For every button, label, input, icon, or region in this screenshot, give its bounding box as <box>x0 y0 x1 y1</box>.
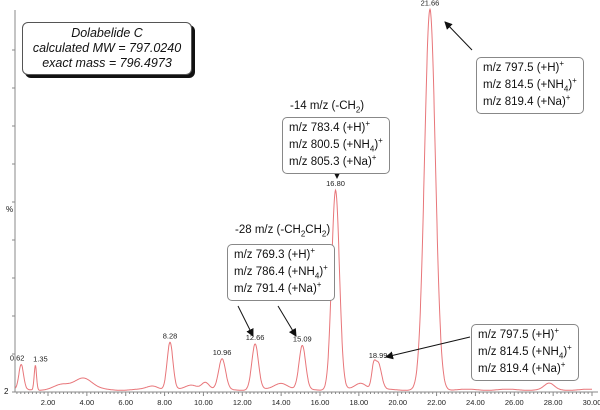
x-tick-label: 24.00 <box>466 398 485 407</box>
chromatogram-trace <box>14 7 592 391</box>
ion-line: -14 m/z (-CH2) <box>290 100 365 115</box>
ion-line: m/z 769.3 (+H)+ <box>234 246 316 261</box>
x-tick-label: 12.00 <box>233 398 252 407</box>
peak-label: 0.62 <box>10 353 25 362</box>
annotation-box-peak-1899: m/z 797.5 (+H)+ m/z 814.5 (+NH4)+ m/z 819.… <box>471 324 579 381</box>
ion-line: m/z 783.4 (+H)+ <box>289 119 371 134</box>
ion-line: m/z 797.5 (+H)+ <box>478 326 560 341</box>
peak-label: 1.35 <box>33 354 48 363</box>
ion-line: m/z 791.4 (+Na)+ <box>234 280 322 295</box>
x-tick-label: 18.00 <box>349 398 368 407</box>
arrow-peak-1266 <box>237 305 254 337</box>
x-tick-label: 22.00 <box>427 398 446 407</box>
arrow-peak-1899 <box>385 336 471 360</box>
arrow-peak-1509 <box>277 305 297 337</box>
y-tick-label: 2 <box>4 387 9 396</box>
annotation-box-peaks-1266-1509: m/z 769.3 (+H)+ m/z 786.4 (+NH4)+ m/z 791.… <box>227 244 335 301</box>
ion-line: m/z 814.5 (+NH4)+ <box>478 343 572 361</box>
ion-line: m/z 786.4 (+NH4)+ <box>234 263 328 281</box>
ion-line: -28 m/z (-CH2CH2) <box>235 224 331 239</box>
x-tick-label: 8.00 <box>157 398 172 407</box>
x-tick-label: 6.00 <box>118 398 133 407</box>
ion-line: m/z 805.3 (+Na)+ <box>289 153 377 168</box>
x-tick-label: 2.00 <box>41 398 56 407</box>
minus28-note: -28 m/z (-CH2CH2) <box>235 224 331 239</box>
peak-label: 16.80 <box>326 179 345 188</box>
compound-name: Dolabelide C <box>71 26 143 40</box>
peak-label: 15.09 <box>293 334 312 343</box>
calculated-mw: calculated MW = 797.0240 <box>32 41 182 55</box>
annotation-box-peak-1680: m/z 783.4 (+H)+ m/z 800.5 (+NH4)+ m/z 805.… <box>282 117 390 174</box>
arrow-peak-2166 <box>444 21 473 51</box>
exact-mass: exact mass = 796.4973 <box>42 56 172 70</box>
peak-label: 8.28 <box>163 331 178 340</box>
y-axis-label: % <box>6 205 14 214</box>
annotation-box-peak-2166: m/z 797.5 (+H)+ m/z 814.5 (+NH4)+ m/z 819.… <box>476 57 584 114</box>
peak-label: 12.66 <box>246 333 265 342</box>
annotation-arrows <box>237 21 473 360</box>
compound-info-box: Dolabelide C calculated MW = 797.0240 ex… <box>22 22 192 75</box>
x-tick-label: 4.00 <box>80 398 95 407</box>
x-tick-label: 30.00 <box>583 398 600 407</box>
x-tick-label: 28.00 <box>544 398 563 407</box>
x-tick-label: 26.00 <box>505 398 524 407</box>
x-tick-label: 16.00 <box>311 398 330 407</box>
x-tick-label: 14.00 <box>272 398 291 407</box>
peak-label: 10.96 <box>213 348 232 357</box>
x-tick-label: 10.00 <box>194 398 213 407</box>
ion-line: m/z 797.5 (+H)+ <box>483 59 565 74</box>
ion-line: m/z 819.4 (+Na)+ <box>483 93 571 108</box>
x-tick-label: 20.00 <box>388 398 407 407</box>
ion-line: m/z 800.5 (+NH4)+ <box>289 136 383 154</box>
minus14-note: -14 m/z (-CH2) <box>290 100 365 115</box>
peak-label: 21.66 <box>421 0 440 7</box>
peak-label: 18.99 <box>369 351 388 360</box>
ion-line: m/z 814.5 (+NH4)+ <box>483 76 577 94</box>
ion-line: m/z 819.4 (+Na)+ <box>478 360 566 375</box>
